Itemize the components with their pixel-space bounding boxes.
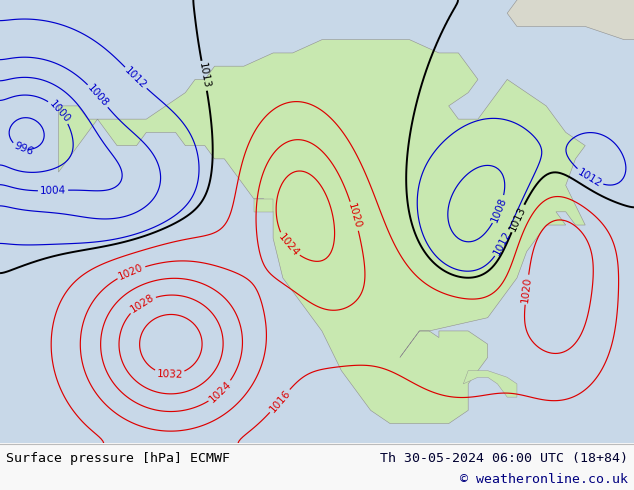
Text: 1013: 1013 [197, 62, 212, 90]
Text: © weatheronline.co.uk: © weatheronline.co.uk [460, 473, 628, 486]
Text: 996: 996 [12, 141, 34, 157]
Text: 1016: 1016 [268, 388, 292, 414]
Text: 1008: 1008 [489, 196, 508, 223]
Text: 1028: 1028 [128, 293, 156, 315]
Text: 1024: 1024 [276, 232, 301, 258]
Text: 1004: 1004 [40, 185, 66, 196]
Text: 1020: 1020 [346, 202, 363, 230]
Text: 1020: 1020 [521, 276, 533, 303]
Text: 1012: 1012 [576, 167, 604, 189]
Polygon shape [254, 198, 273, 212]
Polygon shape [463, 370, 517, 397]
Text: 1032: 1032 [157, 368, 183, 379]
Polygon shape [58, 40, 585, 423]
Text: Surface pressure [hPa] ECMWF: Surface pressure [hPa] ECMWF [6, 452, 230, 465]
Text: 1012: 1012 [123, 65, 148, 91]
Text: 1013: 1013 [508, 204, 528, 232]
Text: 1008: 1008 [86, 83, 110, 109]
Text: 1024: 1024 [207, 379, 233, 404]
Text: Th 30-05-2024 06:00 UTC (18+84): Th 30-05-2024 06:00 UTC (18+84) [380, 452, 628, 465]
Polygon shape [507, 0, 634, 40]
Text: 1012: 1012 [492, 229, 513, 257]
Text: 1020: 1020 [117, 262, 145, 282]
Text: 1000: 1000 [47, 98, 72, 124]
